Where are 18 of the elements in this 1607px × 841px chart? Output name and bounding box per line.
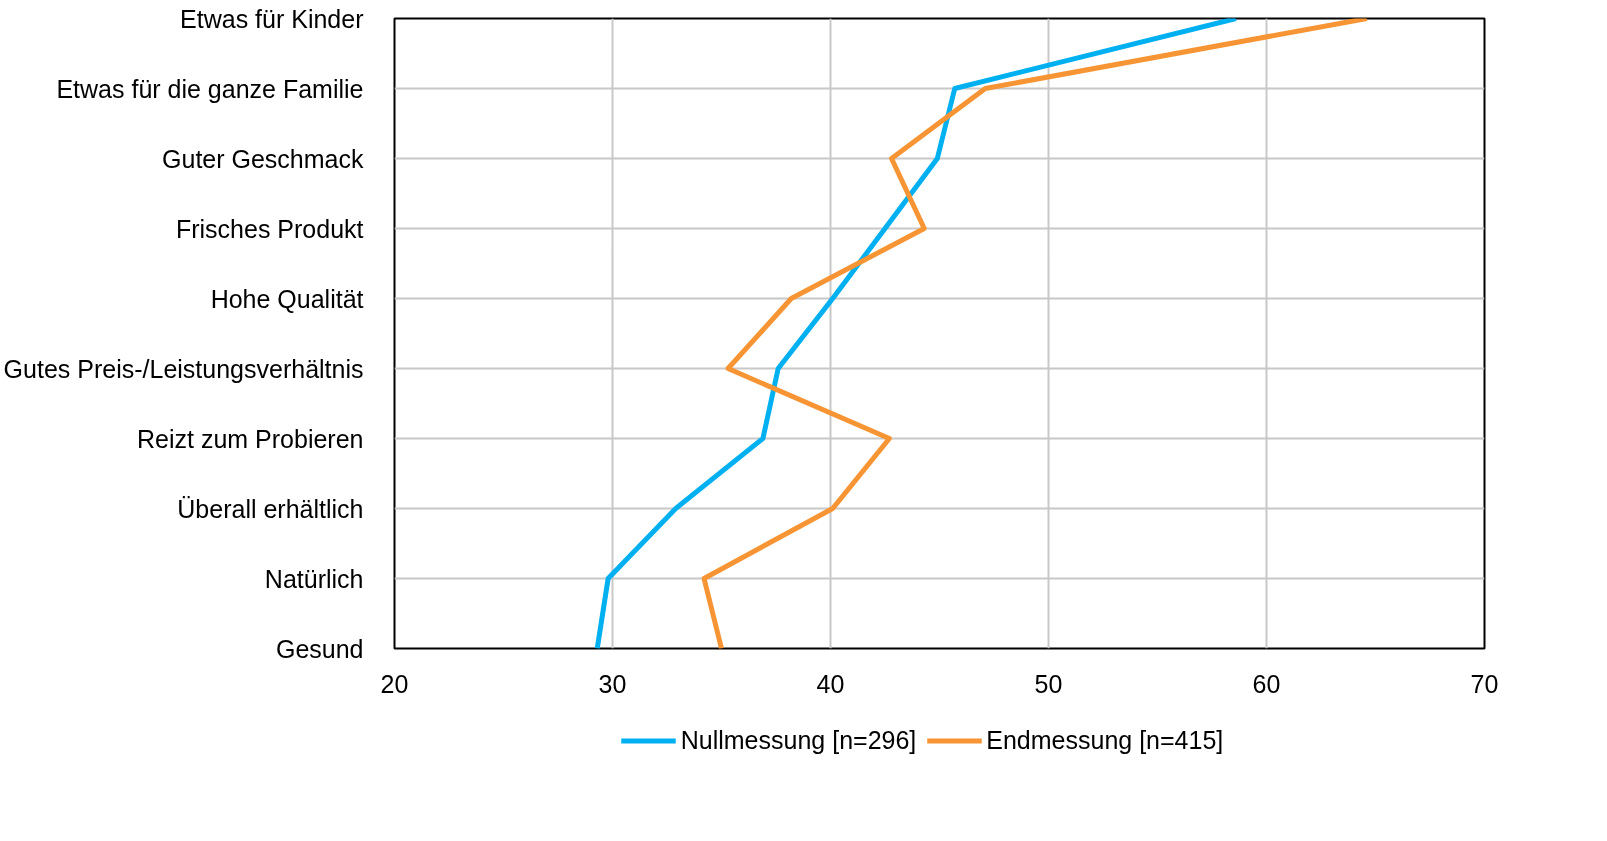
x-tick-label: 30: [598, 669, 627, 698]
y-tick-label: Gesund: [275, 634, 364, 663]
legend-label: Nullmessung [n=296]: [680, 725, 917, 755]
y-tick-label: Guter Geschmack: [162, 144, 364, 173]
y-tick-label: Natürlich: [264, 564, 364, 593]
x-tick-label: 70: [1470, 669, 1499, 698]
x-tick-label: 60: [1252, 669, 1281, 698]
y-tick-label: Gutes Preis-/Leistungsverhältnis: [3, 354, 364, 383]
x-tick-label: 50: [1034, 669, 1063, 698]
y-tick-label: Hohe Qualität: [210, 284, 364, 313]
y-tick-label: Etwas für Kinder: [180, 4, 364, 33]
legend-label: Endmessung [n=415]: [986, 725, 1224, 755]
y-tick-label: Überall erhältlich: [177, 494, 364, 523]
y-tick-label: Frisches Produkt: [175, 214, 364, 243]
y-tick-label: Etwas für die ganze Familie: [56, 74, 364, 103]
y-tick-label: Reizt zum Probieren: [137, 424, 364, 453]
x-tick-label: 20: [380, 669, 409, 698]
x-tick-label: 40: [816, 669, 845, 698]
